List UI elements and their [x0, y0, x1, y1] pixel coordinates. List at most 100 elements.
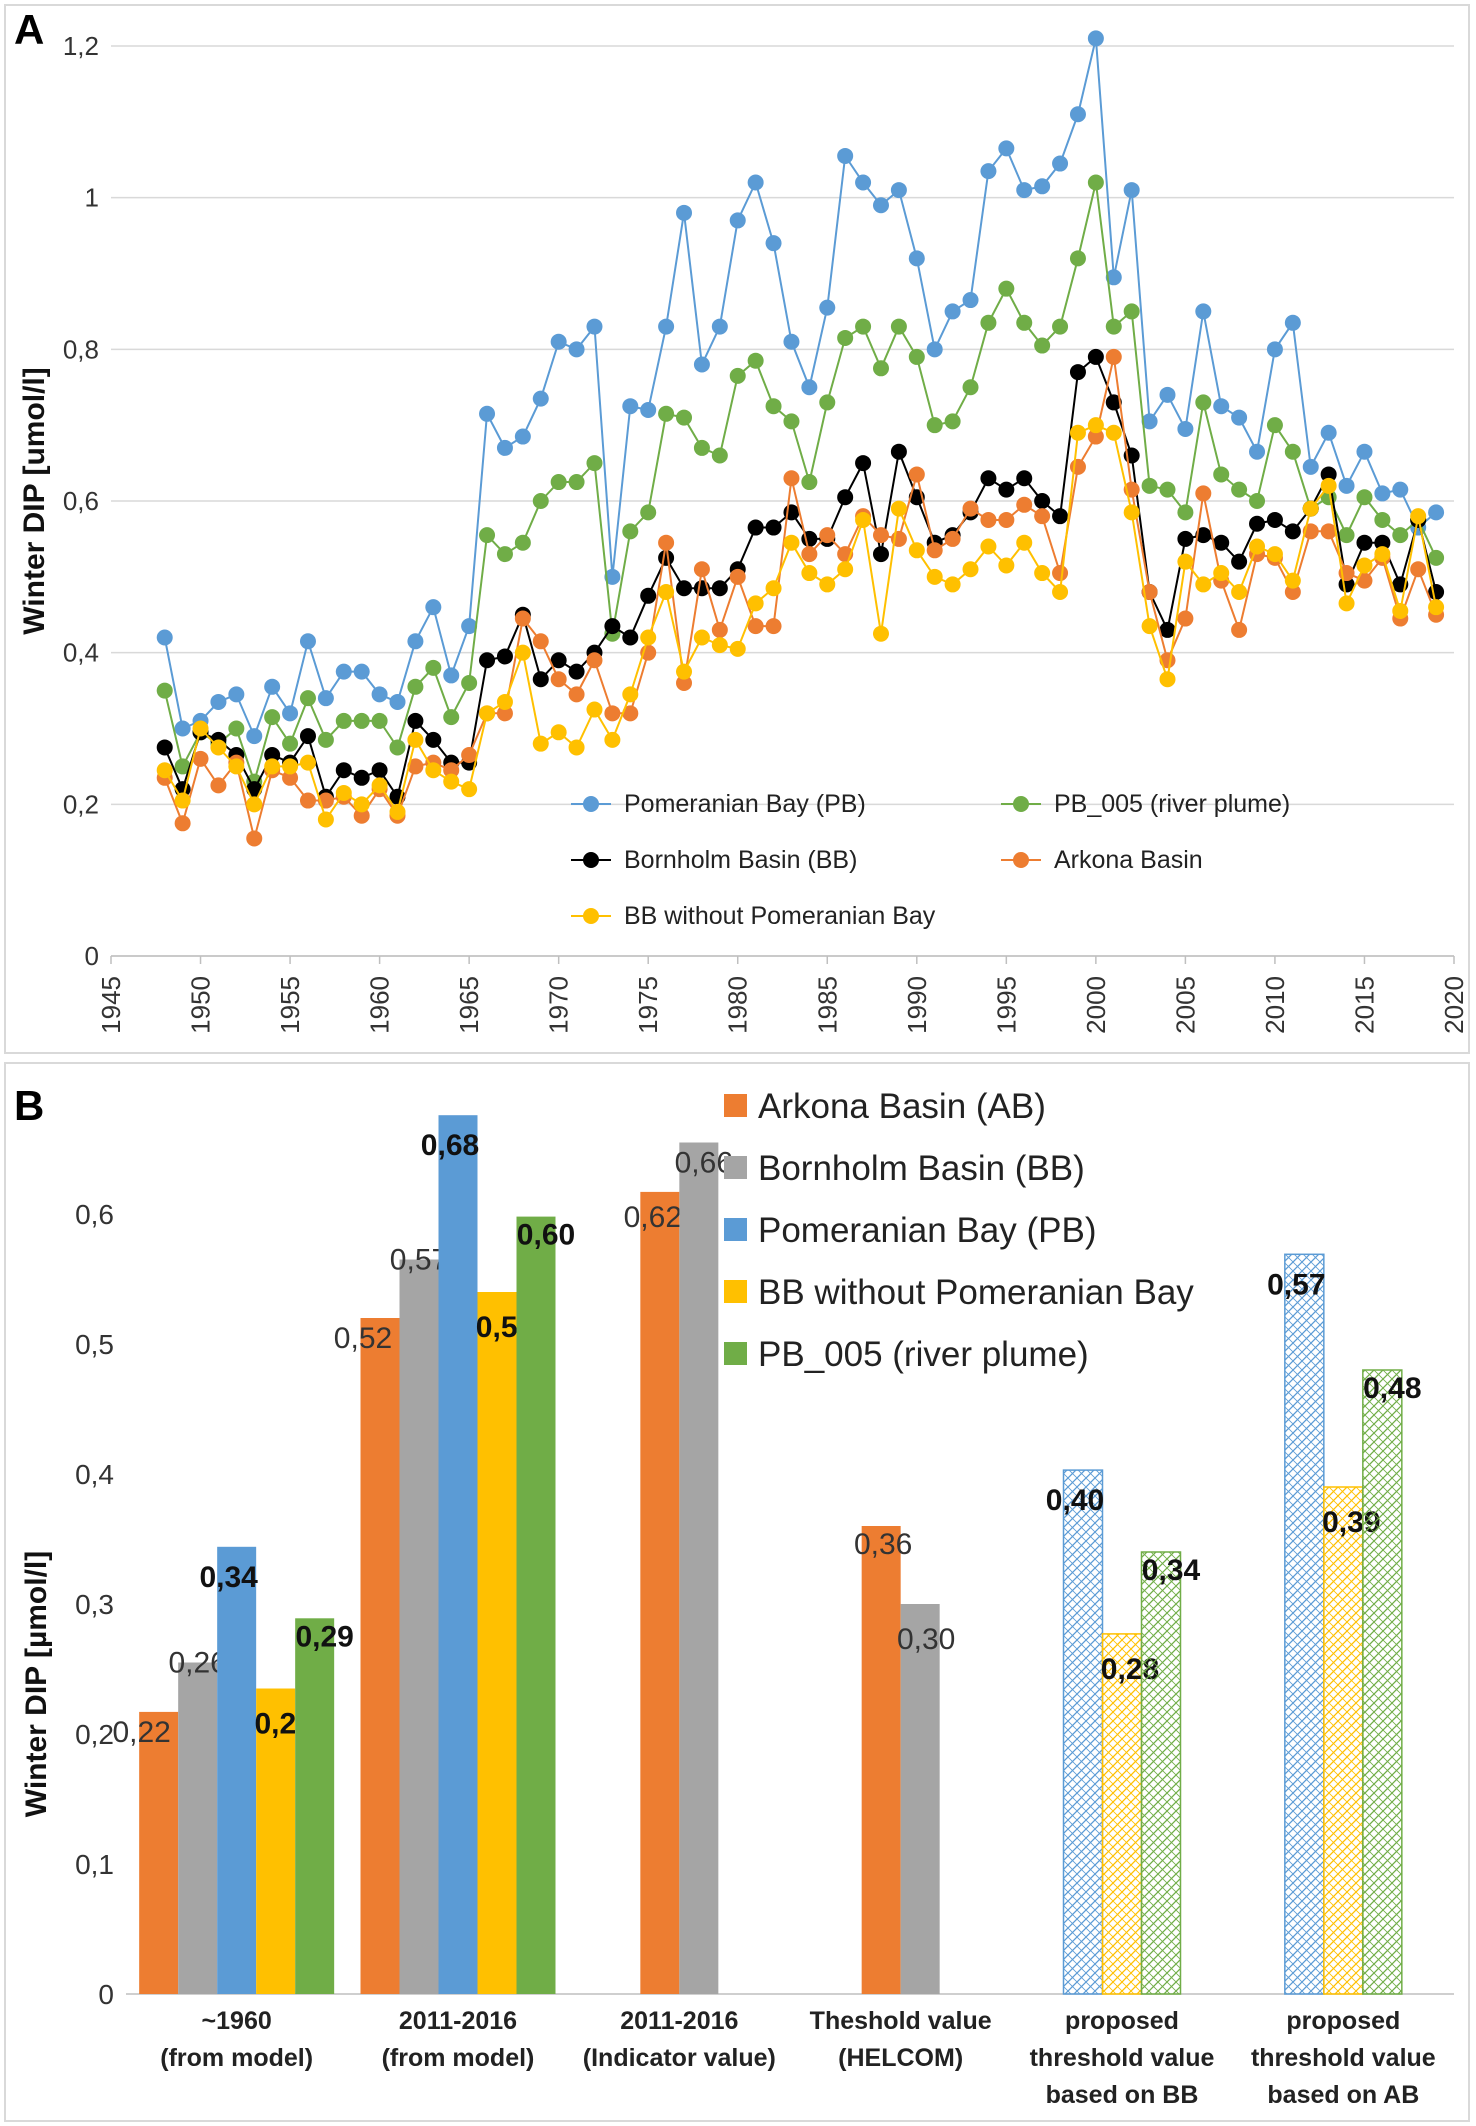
bar-1-cat-2 — [679, 1142, 719, 1994]
data-point — [532, 671, 549, 688]
data-point — [317, 811, 334, 828]
data-point — [1177, 553, 1194, 570]
y-tick-label: 0,1 — [75, 1849, 114, 1880]
data-point — [479, 652, 496, 669]
data-point — [156, 682, 173, 699]
data-point — [479, 405, 496, 422]
x-tick-label: 1990 — [902, 976, 932, 1034]
data-point — [1105, 424, 1122, 441]
bar-3-cat-5 — [1323, 1486, 1364, 1995]
y-axis-title: Winter DIP [µmol/l] — [20, 1551, 53, 1817]
bar-label-1-cat-0: 0,26 — [168, 1647, 226, 1680]
data-point — [1016, 314, 1033, 331]
data-point — [210, 777, 227, 794]
data-point — [407, 678, 424, 695]
data-point — [944, 303, 961, 320]
data-point — [872, 197, 889, 214]
data-point — [676, 580, 693, 597]
data-point — [1159, 386, 1176, 403]
data-point — [1302, 500, 1319, 517]
data-point — [1034, 493, 1051, 509]
data-point — [1302, 458, 1319, 475]
y-tick-label: 0 — [85, 941, 99, 971]
data-point — [962, 379, 979, 396]
data-point — [658, 534, 675, 551]
data-point — [1374, 546, 1391, 563]
data-point — [962, 292, 979, 309]
legend-label: Bornholm Basin (BB) — [624, 846, 857, 874]
data-point — [1338, 595, 1355, 612]
data-point — [1105, 348, 1122, 365]
data-point — [1249, 493, 1266, 509]
data-point — [299, 690, 316, 707]
data-point — [765, 519, 782, 536]
data-point — [908, 250, 925, 267]
data-point — [282, 705, 299, 722]
category-label: 2011-2016 — [399, 2007, 517, 2035]
data-point — [676, 204, 693, 221]
data-point — [1374, 485, 1391, 502]
data-point — [532, 493, 549, 509]
data-point — [622, 523, 639, 540]
data-point — [926, 542, 943, 559]
data-point — [335, 762, 352, 779]
data-point — [1284, 314, 1301, 331]
data-point — [1159, 481, 1176, 498]
data-point — [389, 803, 406, 820]
data-point — [550, 474, 567, 491]
data-point — [1284, 443, 1301, 460]
data-point — [640, 402, 657, 418]
bar-3-cat-0 — [256, 1688, 296, 1994]
bar-label-0-cat-1: 0,52 — [334, 1322, 392, 1355]
data-point — [1356, 443, 1373, 460]
legend-label: Arkona Basin (AB) — [758, 1087, 1046, 1126]
data-point — [1392, 481, 1409, 498]
data-point — [998, 280, 1015, 297]
data-point — [228, 720, 245, 737]
bar-4-cat-0 — [295, 1618, 335, 1994]
data-point — [1105, 394, 1122, 411]
data-point — [1320, 424, 1337, 441]
data-point — [890, 443, 907, 460]
data-point — [550, 671, 567, 688]
y-tick-label: 1,2 — [63, 31, 99, 61]
data-point — [353, 663, 370, 680]
data-point — [174, 720, 191, 737]
data-point — [1428, 504, 1445, 521]
legend-label: Pomeranian Bay (PB) — [758, 1211, 1096, 1250]
data-point — [1123, 504, 1140, 521]
series-line — [163, 424, 1438, 822]
x-tick-label: 1950 — [186, 976, 216, 1034]
data-point — [1249, 538, 1266, 555]
data-point — [1141, 413, 1158, 430]
legend-marker — [583, 908, 599, 924]
data-point — [711, 621, 728, 638]
data-point — [1052, 508, 1069, 525]
data-point — [568, 341, 585, 358]
data-point — [711, 637, 728, 654]
y-tick-label: 0 — [98, 1979, 114, 2010]
data-point — [174, 792, 191, 809]
data-point — [1105, 269, 1122, 286]
data-point — [1087, 174, 1104, 191]
data-point — [765, 398, 782, 415]
data-point — [1356, 489, 1373, 506]
data-point — [1177, 420, 1194, 437]
y-tick-label: 0,4 — [75, 1459, 114, 1490]
data-point — [658, 405, 675, 422]
bar-label-2-cat-1: 0,68 — [421, 1129, 479, 1162]
bar-label-0-cat-0: 0,22 — [112, 1716, 170, 1749]
data-point — [514, 534, 531, 551]
data-point — [604, 568, 621, 585]
legend-label: BB without Pomeranian Bay — [758, 1273, 1194, 1312]
data-point — [1266, 341, 1283, 358]
data-point — [496, 648, 513, 665]
data-point — [998, 140, 1015, 157]
data-point — [568, 663, 585, 680]
data-point — [801, 474, 818, 491]
data-point — [532, 735, 549, 752]
data-point — [855, 511, 872, 528]
data-point — [425, 762, 442, 779]
data-point — [783, 534, 800, 551]
data-point — [1052, 318, 1069, 335]
